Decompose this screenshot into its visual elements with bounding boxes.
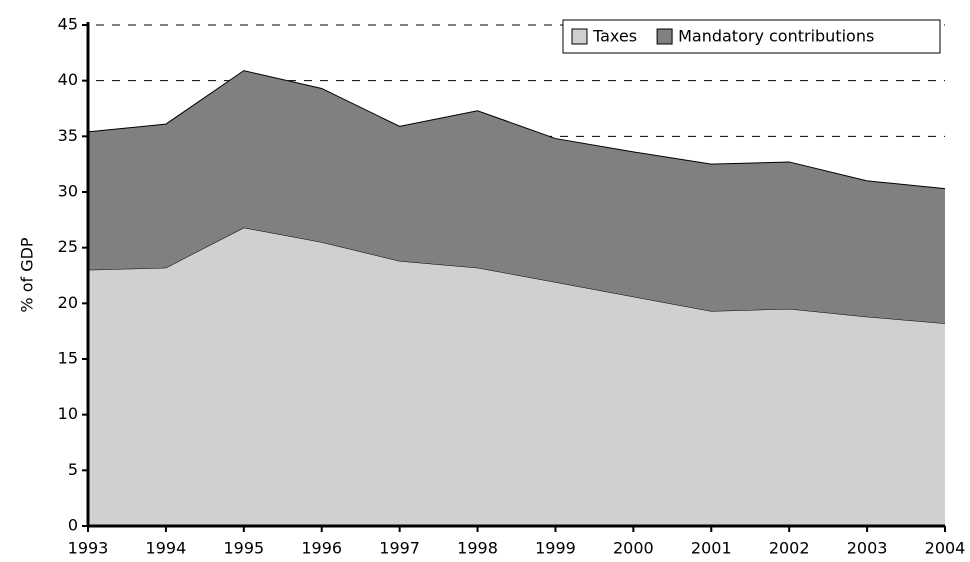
y-tick-label: 45 bbox=[58, 15, 78, 34]
x-tick-label: 2003 bbox=[847, 539, 888, 558]
legend-box bbox=[562, 19, 941, 54]
y-tick-label: 35 bbox=[58, 126, 78, 145]
x-tick-label: 1999 bbox=[535, 539, 576, 558]
legend-swatch bbox=[571, 28, 588, 45]
area-outline bbox=[87, 70, 946, 190]
x-tick-label: 2000 bbox=[613, 539, 654, 558]
y-axis-label: % of GDP bbox=[18, 237, 37, 313]
x-tick-label: 1995 bbox=[223, 539, 264, 558]
area bbox=[88, 227, 945, 527]
x-tick-label: 1993 bbox=[68, 539, 109, 558]
x-tick-label: 1997 bbox=[379, 539, 420, 558]
legend-label: Mandatory contributions bbox=[678, 27, 874, 46]
y-tick-label: 40 bbox=[58, 70, 78, 89]
legend: Taxes Mandatory contributions bbox=[562, 19, 941, 54]
y-tick-label: 10 bbox=[58, 404, 78, 423]
y-tick-label: 20 bbox=[58, 293, 78, 312]
y-tick-label: 5 bbox=[68, 460, 78, 479]
y-tick-label: 30 bbox=[58, 182, 78, 201]
legend-swatch bbox=[656, 28, 673, 45]
legend-label: Taxes bbox=[592, 27, 637, 46]
x-tick-label: 1994 bbox=[146, 539, 187, 558]
x-tick-label: 2002 bbox=[769, 539, 810, 558]
x-tick-label: 2004 bbox=[925, 539, 966, 558]
y-tick-label: 25 bbox=[58, 237, 78, 256]
y-tick-label: 0 bbox=[68, 516, 78, 535]
x-tick-label: 1996 bbox=[301, 539, 342, 558]
y-tick-label: 15 bbox=[58, 349, 78, 368]
x-tick-label: 2001 bbox=[691, 539, 732, 558]
x-tick-label: 1998 bbox=[457, 539, 498, 558]
area bbox=[88, 70, 945, 324]
